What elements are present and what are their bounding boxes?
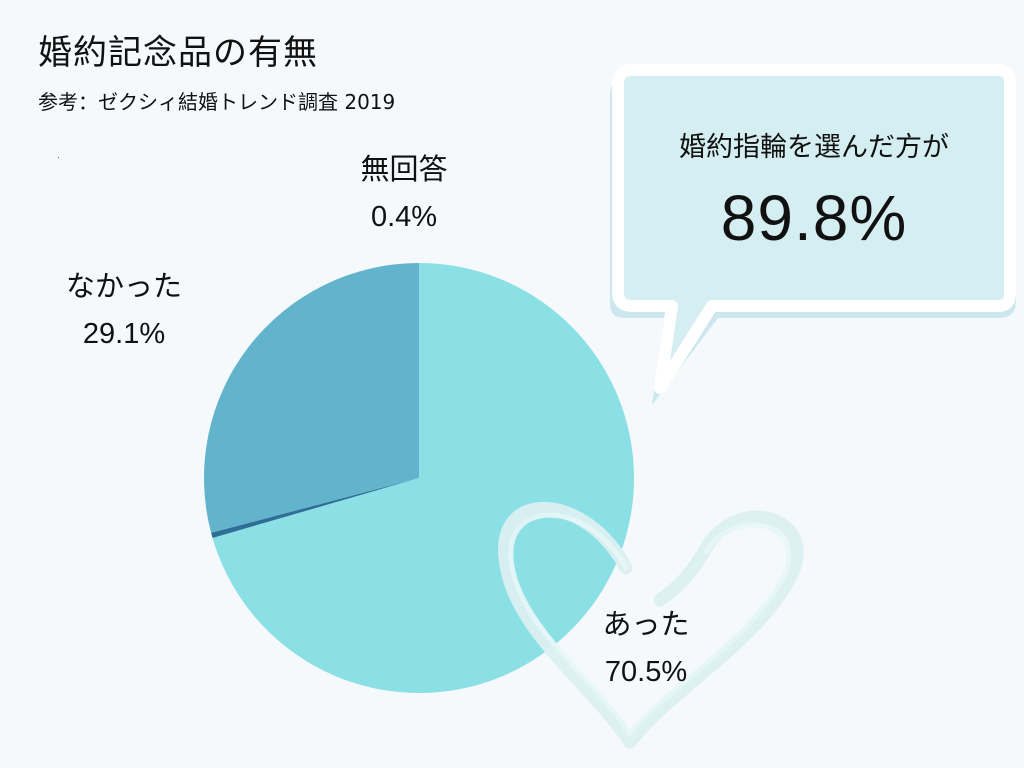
label-none-value: 0.4%: [371, 201, 437, 233]
pie-slice-yes: [212, 263, 635, 693]
callout-heading: 婚約指輪を選んだ方が: [679, 132, 949, 163]
label-no-value: 29.1%: [83, 318, 165, 350]
label-yes-category: あった: [602, 609, 689, 641]
slice-labels: 無回答 0.4% なかった 29.1% あった 70.5%: [66, 153, 690, 688]
decorative-dot: [58, 157, 59, 158]
pie-slice-none: [211, 478, 419, 538]
heart-outline-icon: [498, 501, 804, 749]
pie-group: [203, 263, 635, 693]
callout-value: 89.8%: [720, 182, 908, 254]
label-none-category: 無回答: [360, 153, 447, 186]
chart-title: 婚約記念品の有無: [38, 33, 318, 73]
callout-bubble: [610, 64, 1016, 405]
label-no-category: なかった: [66, 271, 182, 303]
source-note: 参考：ゼクシィ結婚トレンド調査 2019: [38, 90, 396, 114]
pie-slice-no: [203, 263, 419, 533]
label-yes-value: 70.5%: [605, 656, 687, 688]
callout-box: [612, 64, 1016, 394]
